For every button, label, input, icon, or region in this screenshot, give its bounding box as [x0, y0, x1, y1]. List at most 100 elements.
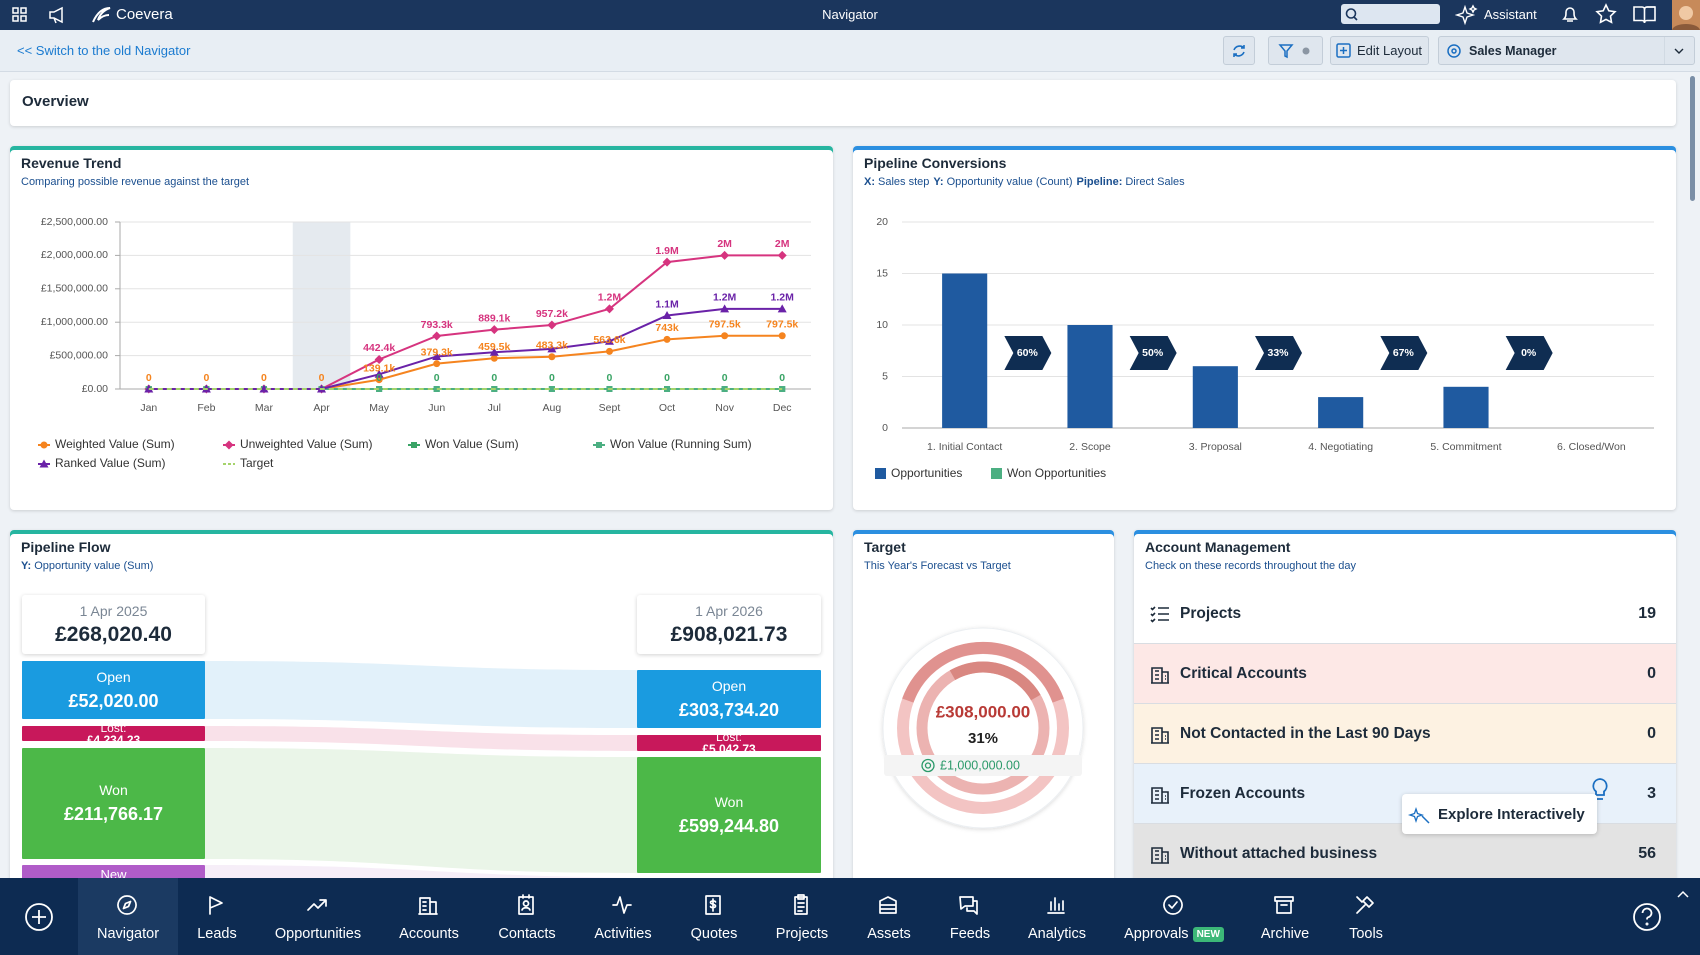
role-dropdown[interactable]: Sales Manager: [1438, 36, 1695, 65]
start-total: £268,020.40: [55, 623, 172, 646]
stage-amount: £4,234.23: [86, 732, 141, 747]
nav-label: Archive: [1260, 926, 1310, 942]
nav-label: Leads: [197, 926, 237, 942]
nav-label-row: Contacts: [447, 926, 607, 942]
legend-label: Won Value (Sum): [425, 437, 519, 451]
x-tick-label: Apr: [313, 402, 330, 414]
account-row[interactable]: Projects 19: [1134, 584, 1676, 644]
assistant-label[interactable]: Assistant: [1484, 7, 1537, 22]
account-row[interactable]: Critical Accounts 0: [1134, 644, 1676, 704]
bottom-navigation: Navigator Leads Opportunities Accounts Conta…: [0, 878, 1700, 955]
icon-shape: [418, 897, 438, 915]
nav-badge: NEW: [1192, 926, 1224, 942]
icon-shape: [518, 894, 534, 915]
conversion-label: 67%: [1393, 347, 1415, 359]
explore-interactively-button[interactable]: Explore Interactively: [1402, 794, 1597, 834]
nav-item[interactable]: Analytics: [1007, 878, 1107, 955]
data-label: 0: [261, 372, 267, 384]
nav-item[interactable]: Navigator: [78, 878, 178, 955]
stage-name: Won: [99, 782, 128, 798]
row-label: Projects: [1180, 604, 1242, 622]
legend-marker: [39, 459, 49, 468]
icon-shape: [1150, 605, 1169, 623]
pipeline-flow-card: Pipeline Flow Y: Opportunity value (Sum) …: [10, 530, 833, 930]
scrollbar-thumb[interactable]: [1690, 76, 1695, 201]
subtitle-key: Pipeline:: [1076, 176, 1123, 188]
nav-label: Assets: [867, 926, 911, 942]
nav-item[interactable]: Approvals NEW: [1124, 878, 1224, 955]
nav-item[interactable]: Assets: [839, 878, 939, 955]
card-subtitle: This Year's Forecast vs Target: [864, 560, 1011, 572]
assistant-icon[interactable]: [1455, 3, 1479, 27]
data-label: 563.6k: [593, 334, 625, 346]
nav-icon: [794, 894, 808, 915]
end-date-card: 1 Apr 2026 £908,021.73: [637, 595, 821, 654]
data-label: 2M: [775, 238, 790, 250]
bar[interactable]: [1067, 325, 1113, 428]
stage-amount: £303,734.20: [678, 699, 780, 720]
x-tick-label: Jun: [428, 402, 445, 414]
refresh-button[interactable]: [1223, 36, 1255, 65]
edit-layout-icon: [1336, 42, 1351, 58]
stage-won[interactable]: Won £211,766.17: [22, 748, 205, 859]
nav-item[interactable]: Feeds: [920, 878, 1020, 955]
nav-label: Tools: [1349, 926, 1383, 942]
stage-name: Open: [711, 677, 747, 694]
nav-item[interactable]: Tools: [1316, 878, 1416, 955]
edit-layout-button[interactable]: Edit Layout: [1330, 36, 1429, 65]
data-label: 459.5k: [478, 341, 510, 353]
data-point: [432, 351, 442, 360]
nav-item[interactable]: Quotes: [664, 878, 764, 955]
page-title: Navigator: [822, 7, 878, 22]
target-value: £1,000,000.00: [940, 758, 1020, 772]
data-point: [547, 344, 557, 353]
stage-open[interactable]: Open £52,020.00: [22, 661, 205, 719]
end-date: 1 Apr 2026: [695, 603, 763, 619]
data-point: [489, 347, 499, 356]
stage-won[interactable]: Won £599,244.80: [637, 757, 821, 873]
x-tick-label: Jul: [488, 402, 501, 414]
nav-item[interactable]: Activities: [573, 878, 673, 955]
bar[interactable]: [1192, 366, 1238, 428]
row-count: 19: [1638, 604, 1656, 622]
account-row[interactable]: Not Contacted in the Last 90 Days 0: [1134, 704, 1676, 764]
switch-old-navigator-link[interactable]: << Switch to the old Navigator: [17, 43, 191, 58]
data-point: [489, 325, 499, 335]
nav-label-row: Quotes: [634, 926, 794, 942]
data-point: [777, 250, 787, 260]
stage-name: Open: [96, 668, 131, 685]
nav-icon: [959, 896, 978, 915]
nav-item[interactable]: Opportunities: [268, 878, 368, 955]
bar[interactable]: [1318, 397, 1364, 428]
data-label: 0: [491, 372, 497, 384]
subtitle-value: Opportunity value (Count): [946, 176, 1073, 188]
nav-item[interactable]: Accounts: [379, 878, 479, 955]
edit-layout-label: Edit Layout: [1357, 43, 1423, 58]
stage-lost[interactable]: Lost: £4,234.23: [22, 722, 205, 746]
y-tick-label: 10: [876, 319, 888, 331]
data-point: [375, 376, 383, 384]
subtitle-key: X:: [864, 176, 875, 188]
legend-marker: [40, 441, 48, 449]
account-row[interactable]: Without attached business 56: [1134, 824, 1676, 884]
row-icon: [1150, 605, 1169, 623]
end-total: £908,021.73: [670, 623, 788, 646]
icon-shape: [209, 896, 223, 915]
overview-card: Overview: [10, 80, 1676, 126]
nav-icon: [307, 899, 327, 911]
nav-item[interactable]: Contacts: [477, 878, 577, 955]
stage-lost[interactable]: Lost: £5,042.73: [637, 731, 821, 755]
nav-item[interactable]: Projects: [752, 878, 852, 955]
dropdown-arrow: [1664, 37, 1684, 64]
filter-button[interactable]: [1268, 36, 1323, 65]
data-label: 379.3k: [421, 346, 453, 358]
nav-item[interactable]: Leads: [167, 878, 267, 955]
x-tick-label: May: [369, 402, 390, 414]
bar[interactable]: [942, 273, 988, 429]
nav-label: Feeds: [949, 926, 991, 942]
nav-item[interactable]: Archive: [1235, 878, 1335, 955]
stage-open[interactable]: Open £303,734.20: [637, 670, 821, 728]
stage-amount: £5,042.73: [702, 742, 756, 756]
search-box[interactable]: [1341, 4, 1440, 24]
bar[interactable]: [1443, 386, 1489, 428]
